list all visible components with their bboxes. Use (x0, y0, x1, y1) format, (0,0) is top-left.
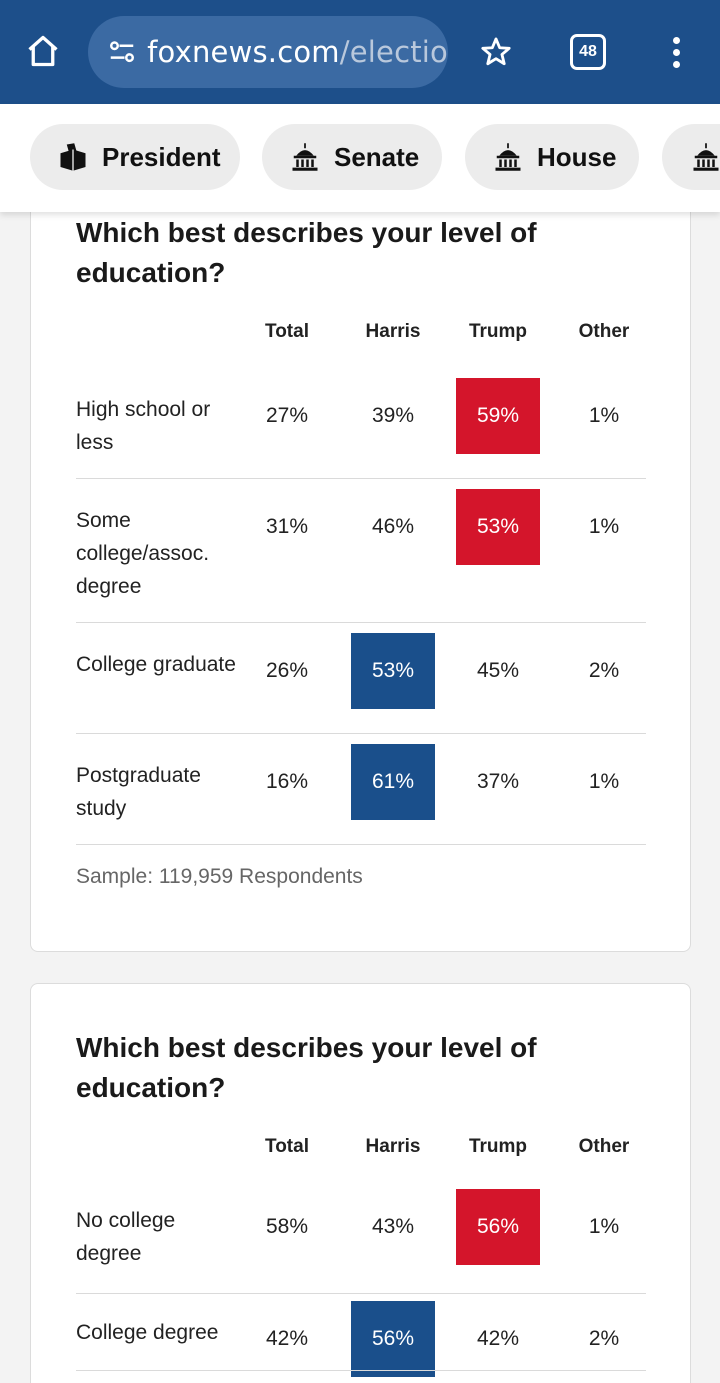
harris-cell: 46% (371, 515, 415, 538)
card-title: Which best describes your level of educa… (76, 1032, 537, 1103)
harris-cell: 39% (371, 404, 415, 427)
nav-chip-governor[interactable] (662, 124, 720, 190)
row-label: High school or less (76, 398, 211, 454)
exit-poll-card: Which best describes your level of educa… (30, 983, 691, 1383)
nav-chip-label: President (102, 141, 221, 172)
row-divider (76, 478, 646, 479)
bookmark-star-icon[interactable] (474, 30, 518, 74)
row-label: Postgraduate study (76, 764, 201, 820)
row-label: Some college/assoc. degree (76, 509, 210, 598)
column-header-other: Other (578, 321, 630, 342)
row-label: College graduate (76, 653, 236, 676)
harris-cell: 43% (371, 1215, 415, 1238)
total-cell: 31% (265, 515, 309, 538)
column-header-total: Total (265, 1136, 309, 1157)
site-settings-icon[interactable] (102, 32, 141, 72)
row-divider (76, 622, 646, 623)
total-cell: 16% (265, 770, 309, 793)
sample-size: Sample: 119,959 Respondents (76, 865, 363, 888)
other-cell: 2% (588, 1327, 620, 1350)
url-domain: foxnews.com (147, 35, 340, 69)
address-bar[interactable]: foxnews.com/electio (88, 16, 448, 88)
total-cell: 27% (265, 404, 309, 427)
capitol-icon (690, 141, 720, 173)
capitol-icon (493, 141, 523, 173)
other-cell: 1% (588, 404, 620, 427)
trump-cell: 37% (476, 770, 520, 793)
url-text: foxnews.com/electio (147, 35, 448, 69)
harris-cell-winner: 53% (351, 633, 435, 709)
tab-switcher-button[interactable]: 48 (570, 34, 606, 70)
harris-cell-winner: 61% (351, 744, 435, 820)
nav-chip-president[interactable]: President (30, 124, 240, 190)
other-cell: 1% (588, 1215, 620, 1238)
column-header-harris: Harris (365, 321, 421, 342)
total-cell: 42% (265, 1327, 309, 1350)
browser-toolbar: foxnews.com/electio 48 (0, 0, 720, 104)
capitol-icon (290, 141, 320, 173)
row-divider (76, 1293, 646, 1294)
other-cell: 2% (588, 659, 620, 682)
trump-cell-winner: 59% (456, 378, 540, 454)
row-divider (76, 1370, 646, 1371)
trump-cell: 45% (476, 659, 520, 682)
row-divider (76, 844, 646, 845)
trump-cell-winner: 56% (456, 1189, 540, 1265)
exit-poll-card: Which best describes your level of educa… (30, 104, 691, 952)
url-path: /electio (339, 35, 448, 69)
race-nav: President Senate House (0, 104, 720, 212)
nav-chip-label: Senate (334, 141, 420, 172)
tab-count: 48 (579, 43, 597, 60)
trump-cell: 42% (476, 1327, 520, 1350)
nav-chip-label: House (537, 141, 617, 172)
total-cell: 58% (265, 1215, 309, 1238)
row-label: No college degree (76, 1209, 176, 1265)
total-cell: 26% (265, 659, 309, 682)
row-divider (76, 733, 646, 734)
nav-chip-house[interactable]: House (465, 124, 639, 190)
trump-cell-winner: 53% (456, 489, 540, 565)
card-title: Which best describes your level of educa… (76, 217, 537, 288)
column-header-other: Other (578, 1136, 630, 1157)
ballot-box-icon (58, 141, 88, 173)
column-header-harris: Harris (365, 1136, 421, 1157)
other-cell: 1% (588, 515, 620, 538)
home-icon[interactable] (22, 30, 64, 72)
other-cell: 1% (588, 770, 620, 793)
overflow-menu-icon[interactable] (664, 30, 688, 74)
column-header-trump: Trump (468, 321, 528, 342)
row-label: College degree (76, 1321, 219, 1344)
page-content: Which best describes your level of educa… (0, 104, 720, 1383)
column-header-total: Total (265, 321, 309, 342)
column-header-trump: Trump (468, 1136, 528, 1157)
harris-cell-winner: 56% (351, 1301, 435, 1377)
nav-chip-senate[interactable]: Senate (262, 124, 442, 190)
